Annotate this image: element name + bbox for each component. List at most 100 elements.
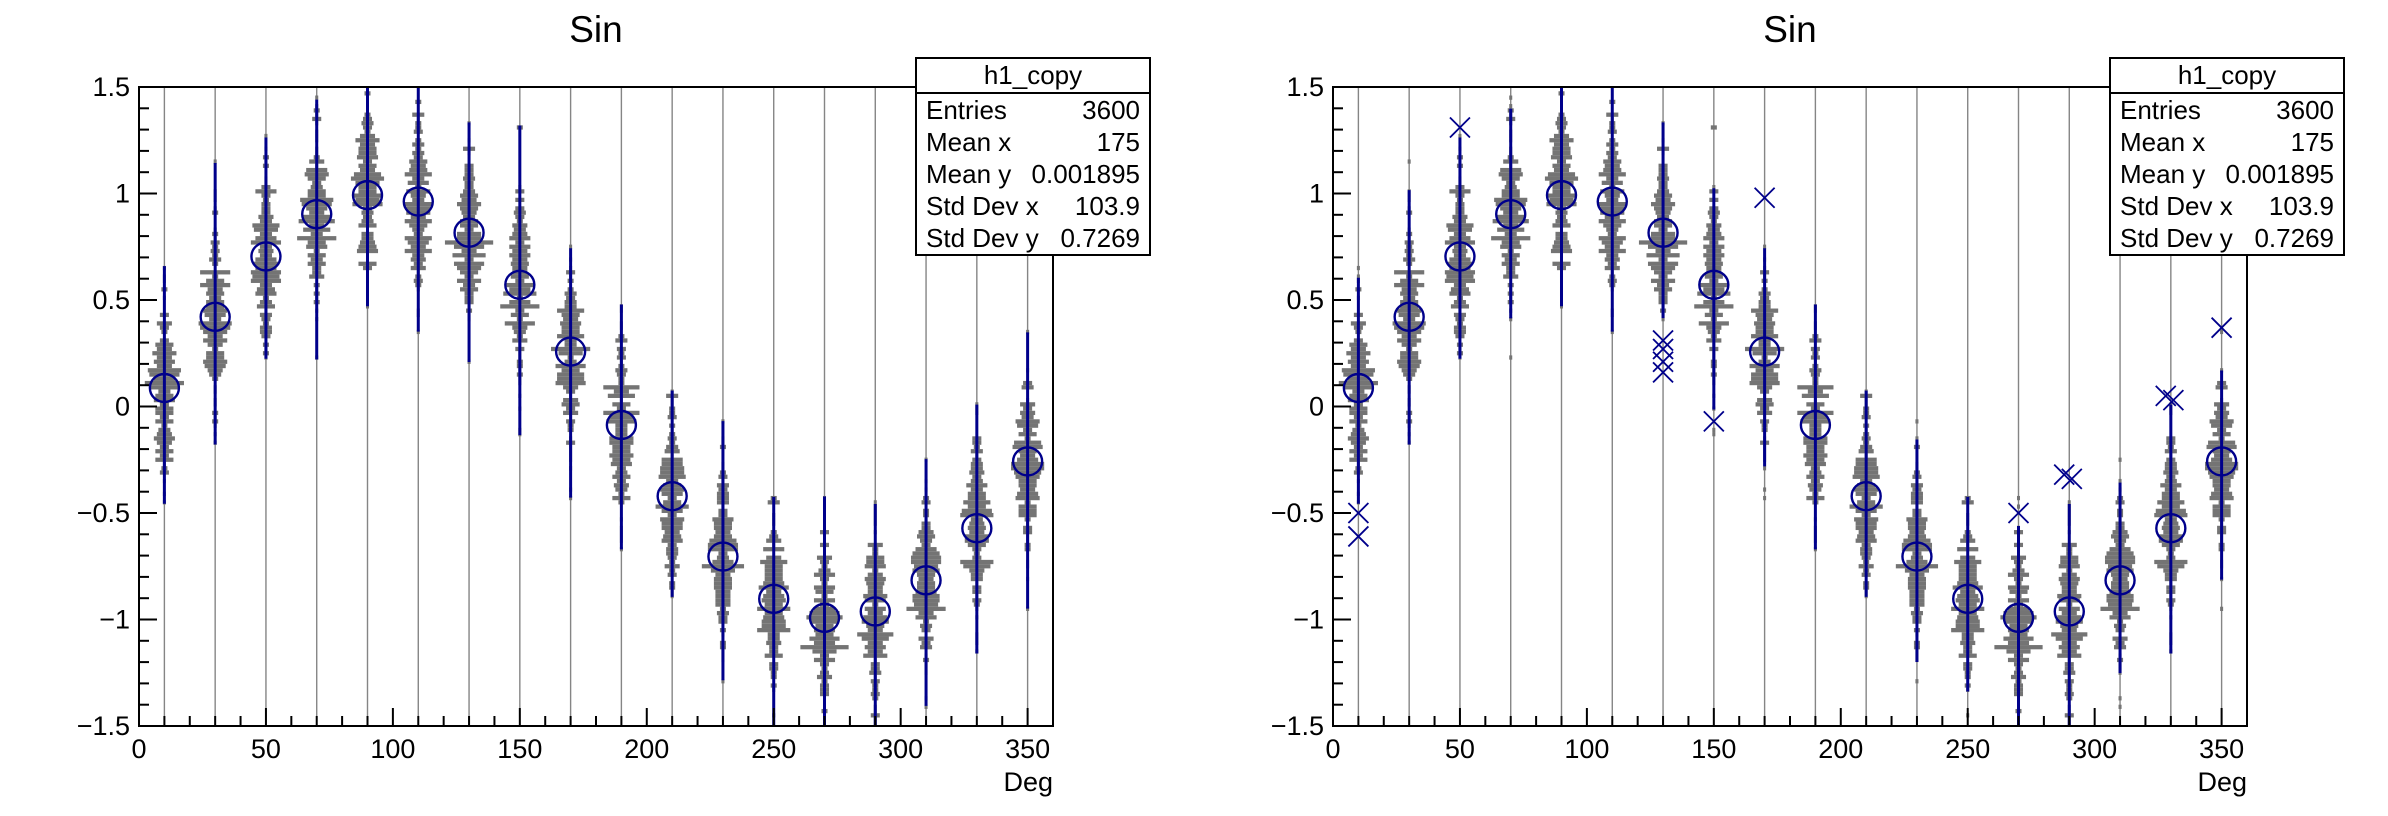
outlier-cross-stroke: [1652, 351, 1674, 373]
violin-slice: [1509, 355, 1513, 360]
outlier-marker: [2053, 464, 2075, 486]
mean-marker: [1698, 269, 1730, 300]
mean-marker: [1545, 179, 1578, 211]
stats-row: Entries 3600: [2111, 94, 2343, 126]
violin-slice: [315, 95, 319, 100]
violin-slice: [2118, 478, 2122, 484]
violin-slice: [2118, 457, 2122, 462]
x-axis-title: Deg: [1003, 767, 1053, 797]
violin-slice: [1661, 317, 1665, 322]
violin-slice: [1509, 104, 1513, 109]
x-axis-tick-label: 150: [497, 734, 542, 764]
outlier-cross-stroke: [1347, 502, 1370, 524]
violin-slice: [1915, 436, 1919, 441]
outlier-cross-stroke: [2053, 464, 2075, 486]
mean-marker: [910, 565, 942, 596]
mean-marker: [1748, 336, 1781, 367]
plot-pad-right: 0 50 100 150 200 250 300 350 −1.5 −1 −0.5 0 0.5 1 1.5 D…: [1194, 0, 2388, 816]
mean-marker: [1011, 446, 1044, 477]
x-axis-tick-label: 300: [2072, 734, 2117, 764]
violin-slice: [365, 304, 370, 309]
mean-marker: [1952, 583, 1984, 615]
violin-slice: [2118, 696, 2122, 701]
chart-title: Sin: [1763, 9, 1817, 50]
outlier-cross-stroke: [2162, 389, 2185, 411]
x-axis-tick-label: 300: [878, 734, 923, 764]
outlier-cross-stroke: [1347, 525, 1370, 548]
stats-box-title: h1_copy: [917, 59, 1149, 94]
y-axis-tick-label: 0.5: [92, 285, 130, 315]
mean-marker: [758, 583, 790, 615]
violin-slice: [721, 679, 725, 684]
mean-marker: [2053, 596, 2085, 627]
mean-marker: [1393, 301, 1425, 333]
violin-slice: [1407, 159, 1411, 164]
violin-chart-left: 0 50 100 150 200 250 300 350 −1.5 −1 −0.5 0 0.5 1 1.5 D…: [77, 72, 1054, 797]
mean-marker: [2104, 565, 2136, 596]
x-axis-tick-label: 200: [1818, 734, 1863, 764]
stats-value: 3600: [1082, 95, 1140, 125]
stats-row: Entries 3600: [917, 94, 1149, 126]
violin-slice: [1458, 133, 1462, 139]
mean-marker: [453, 217, 485, 248]
violin-slice: [1356, 274, 1360, 279]
stats-row: Std Dev y 0.7269: [2111, 222, 2343, 254]
mean-marker: [1342, 372, 1375, 404]
mean-marker: [605, 409, 638, 441]
violin-slice: [1763, 495, 1767, 501]
violin-slice: [264, 133, 268, 139]
violin-slice: [2016, 495, 2021, 501]
outlier-cross-stroke: [2155, 385, 2177, 407]
outlier-cross-stroke: [1703, 410, 1725, 433]
outlier-cross-stroke: [1652, 329, 1674, 352]
mean-marker: [1647, 217, 1679, 248]
mean-marker: [707, 541, 739, 572]
stats-row: Mean x 175: [2111, 126, 2343, 158]
violin-slice: [2067, 500, 2071, 505]
outlier-cross-stroke: [1652, 361, 1674, 384]
mean-marker: [859, 596, 891, 627]
stats-row: Std Dev y 0.7269: [917, 222, 1149, 254]
violin-slice: [1559, 304, 1564, 309]
stats-label: Std Dev x: [926, 191, 1039, 221]
violin-slice: [1915, 679, 1919, 684]
stats-value: 0.001895: [2225, 159, 2334, 189]
violin-slice: [975, 402, 979, 407]
mean-marker: [1495, 198, 1527, 230]
stats-value: 103.9: [2268, 191, 2334, 221]
plot-pad-left: 0 50 100 150 200 250 300 350 −1.5 −1 −0.5 0 0.5 1 1.5 D…: [76, 9, 1151, 797]
violin-slice: [2016, 504, 2021, 509]
mean-marker: [2155, 513, 2187, 544]
y-axis-tick-label: −1.5: [1271, 711, 1324, 741]
violin-slice: [1712, 432, 1716, 437]
violin-slice: [1712, 427, 1716, 433]
x-axis-tick-label: 50: [251, 734, 281, 764]
mean-marker: [554, 336, 587, 367]
stats-label: Std Dev y: [926, 223, 1039, 253]
violin-slice: [2169, 402, 2173, 407]
stats-label: Mean x: [926, 127, 1012, 157]
outlier-cross-stroke: [2007, 502, 2030, 524]
y-axis-tick-label: 1: [115, 179, 130, 209]
outlier-marker: [1652, 329, 1674, 352]
stats-label: Entries: [926, 95, 1007, 125]
mean-marker: [199, 301, 231, 333]
outlier-marker: [2061, 468, 2083, 490]
stats-value: 0.7269: [1060, 223, 1140, 253]
mean-marker: [808, 602, 841, 634]
outlier-marker: [2155, 385, 2177, 407]
violin-slice: [873, 500, 877, 505]
mean-marker: [402, 186, 434, 217]
mean-marker: [148, 372, 181, 404]
y-axis-tick-label: 1: [1309, 179, 1324, 209]
y-axis-tick-label: 1.5: [92, 72, 130, 102]
x-axis-title: Deg: [2197, 767, 2247, 797]
x-axis-tick-label: 250: [751, 734, 796, 764]
violin-slice: [1026, 329, 1030, 335]
y-axis-tick-label: −1: [1293, 605, 1324, 635]
outlier-marker: [2007, 502, 2030, 524]
y-axis-tick-label: 0: [115, 392, 130, 422]
stats-label: Std Dev x: [2120, 191, 2233, 221]
mean-marker: [504, 269, 536, 300]
violin-slice: [1509, 95, 1513, 100]
